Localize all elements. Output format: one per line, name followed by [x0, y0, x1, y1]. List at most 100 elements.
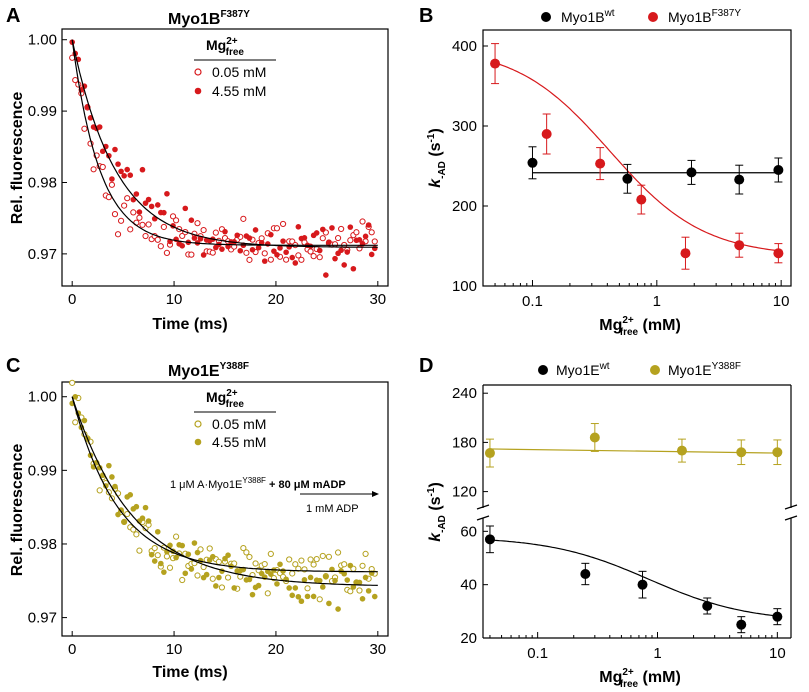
data-point-mutant — [676, 445, 687, 456]
data-point-filled — [261, 258, 268, 264]
data-point-filled — [365, 222, 372, 228]
x-tick-label: 0.1 — [527, 645, 548, 662]
data-point-open — [243, 249, 250, 256]
panel-d-legend: Myo1Ewt Myo1EY388F — [538, 361, 741, 378]
data-point-filled — [338, 247, 344, 254]
data-point-filled — [274, 252, 280, 258]
data-point-filled — [268, 231, 274, 238]
data-point-open — [166, 564, 174, 571]
data-point-filled — [179, 542, 186, 549]
legend-mutant-marker — [648, 12, 658, 22]
panel-b-legend: Myo1Bwt Myo1BF387Y — [541, 8, 741, 25]
data-point-open — [194, 572, 201, 579]
fit-curve — [71, 396, 378, 573]
panel-c-fits — [71, 396, 378, 586]
data-point-filled — [359, 595, 366, 602]
legend-title: Mg2+ free — [206, 36, 244, 58]
data-point-filled — [295, 593, 302, 600]
fit-curve — [71, 39, 378, 246]
data-point-filled — [81, 417, 88, 424]
data-point-filled — [246, 235, 253, 241]
y-tick-label: 1.00 — [28, 389, 57, 406]
panel-c-ylabel: Rel. fluorescence — [9, 444, 26, 577]
panel-c-letter: C — [6, 355, 20, 377]
axis-break-right-2 — [784, 515, 798, 521]
data-point-open — [136, 547, 143, 554]
data-point-open — [310, 253, 317, 260]
data-point-filled — [320, 226, 326, 233]
data-point-filled — [264, 241, 271, 247]
data-point-filled — [118, 507, 124, 513]
panel-c-xlabel: Time (ms) — [152, 664, 227, 681]
data-point-wt — [527, 157, 538, 168]
fit-curve-mutant — [494, 62, 777, 252]
data-point-open — [114, 231, 122, 238]
panel-a-letter: A — [6, 5, 20, 27]
data-point-filled — [225, 552, 231, 558]
data-point-open — [215, 558, 222, 565]
data-point-open — [224, 574, 232, 581]
data-point-open — [353, 229, 360, 236]
data-point-open — [298, 256, 305, 263]
data-point-open — [69, 379, 76, 386]
panel-a-legend: Mg2+ free 0.05 mM 4.55 mM — [194, 36, 276, 99]
fit-curve — [71, 39, 378, 248]
fit-curve — [71, 396, 378, 586]
data-point-open — [240, 215, 247, 222]
data-point-open — [273, 225, 281, 232]
data-point-filled — [237, 247, 244, 254]
data-point-wt — [637, 579, 648, 590]
scheme-reactants: 1 μM A·Myo1EY388F + 80 μM mADP — [170, 476, 346, 491]
data-point-filled — [164, 190, 170, 197]
data-point-filled — [115, 161, 121, 167]
panel-c-legend: Mg2+ free 0.05 mM 4.55 mM — [194, 388, 276, 450]
data-point-wt — [702, 601, 713, 611]
data-point-open — [160, 223, 167, 231]
data-point-open — [136, 214, 143, 221]
data-point-open — [130, 526, 137, 533]
data-point-filled — [148, 551, 155, 558]
y-tick-label: 20 — [460, 630, 477, 647]
panel-c-points — [69, 379, 378, 612]
data-point-open — [261, 250, 268, 257]
data-point-filled — [185, 551, 192, 558]
panel-b-letter: B — [419, 5, 433, 27]
data-point-filled — [289, 592, 296, 599]
data-point-open — [127, 226, 134, 233]
data-point-open — [310, 561, 317, 568]
data-point-wt — [686, 167, 697, 178]
x-tick-label: 10 — [166, 291, 183, 308]
data-point-mutant — [484, 448, 495, 459]
data-point-filled — [332, 255, 338, 262]
data-point-filled — [362, 233, 369, 240]
data-point-filled — [323, 272, 329, 278]
data-point-open — [154, 236, 161, 243]
y-tick-label: 0.97 — [28, 246, 57, 263]
data-point-open — [264, 590, 271, 597]
data-point-filled — [356, 237, 363, 243]
data-point-filled — [145, 196, 152, 203]
data-point-filled — [347, 562, 354, 569]
data-point-open — [121, 202, 128, 209]
data-point-wt — [773, 165, 784, 175]
legend-open-marker — [194, 68, 202, 76]
data-point-open — [338, 225, 345, 233]
data-point-filled — [304, 593, 311, 600]
data-point-open — [108, 181, 116, 188]
data-point-filled — [96, 124, 103, 130]
data-point-open — [124, 195, 131, 202]
data-point-open — [111, 211, 119, 218]
data-point-filled — [289, 254, 296, 261]
data-point-filled — [280, 238, 286, 244]
y-tick-label: 100 — [452, 278, 477, 295]
data-point-open — [261, 560, 268, 568]
data-point-wt — [484, 534, 495, 545]
fit-curve-wt — [489, 539, 776, 617]
data-point-open — [194, 220, 201, 227]
data-point-filled — [341, 262, 347, 268]
data-point-open — [316, 596, 323, 603]
legend-open-marker — [194, 420, 202, 428]
data-point-filled — [136, 209, 143, 215]
data-point-filled — [274, 581, 280, 587]
